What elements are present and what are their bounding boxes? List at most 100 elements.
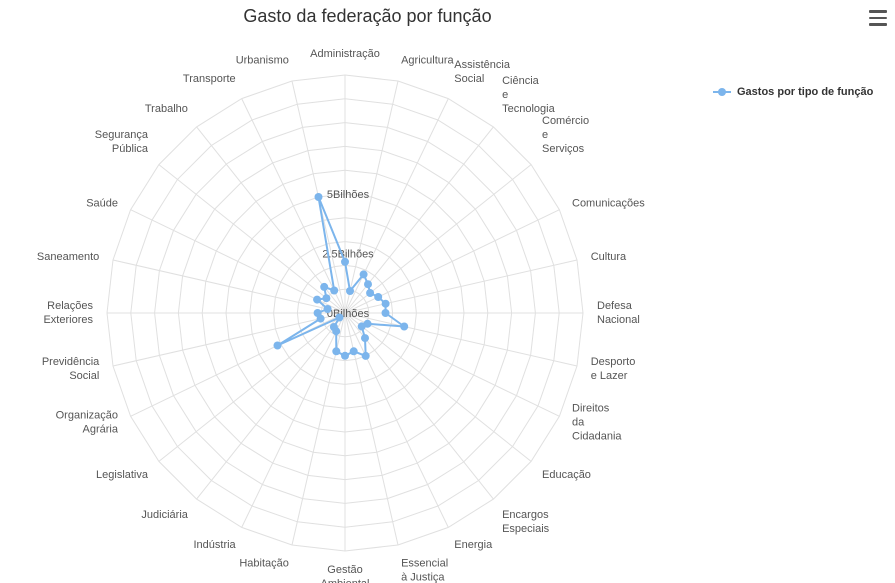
category-label-line: e	[502, 89, 508, 101]
category-label-line: Defesa	[597, 300, 633, 312]
category-label: Gestão Ambiental	[321, 564, 370, 583]
category-label: Direitos da Cidadania	[572, 402, 622, 442]
data-point[interactable]	[322, 294, 331, 303]
category-label-line: Previdência	[42, 356, 100, 368]
tick-label: 5Bilhões	[327, 189, 370, 201]
grid-spoke	[241, 312, 346, 528]
category-label: Encargos Especiais	[502, 509, 550, 535]
category-label-line: Indústria	[193, 539, 236, 551]
category-label-line: Comunicações	[572, 198, 645, 210]
category-label-line: Agrária	[83, 423, 119, 435]
category-label-line: Administração	[310, 48, 380, 60]
grid-spoke	[241, 98, 346, 314]
category-label: Urbanismo	[236, 54, 289, 66]
category-label-line: Cidadania	[572, 430, 622, 442]
data-point[interactable]	[323, 305, 332, 313]
category-label-line: Assistência	[454, 59, 511, 71]
data-point[interactable]	[381, 309, 390, 317]
category-label-line: Legislativa	[96, 469, 149, 481]
category-label: Transporte	[183, 73, 236, 85]
category-label: Judiciária	[141, 509, 188, 521]
data-point[interactable]	[364, 280, 372, 289]
data-point[interactable]	[332, 347, 341, 356]
category-label: Organização Agrária	[56, 409, 119, 435]
category-label-line: Pública	[112, 143, 149, 155]
category-label-line: Educação	[542, 469, 591, 481]
category-label-line: Habitação	[239, 558, 289, 570]
category-label-line: Especiais	[502, 523, 550, 535]
data-point[interactable]	[357, 322, 366, 331]
category-label: Desporto e Lazer	[591, 356, 636, 382]
category-label: Cultura	[591, 251, 627, 263]
category-label-line: da	[572, 416, 585, 428]
category-label: Previdência Social	[42, 356, 100, 382]
grid-spoke	[344, 80, 399, 314]
category-label-line: Organização	[56, 409, 118, 421]
grid-spoke	[344, 259, 578, 314]
category-label: Assistência Social	[454, 59, 511, 85]
data-point[interactable]	[366, 289, 375, 297]
data-point[interactable]	[359, 270, 368, 279]
data-point[interactable]	[381, 299, 390, 308]
category-label: Segurança Pública	[95, 129, 149, 155]
data-point[interactable]	[273, 341, 282, 350]
category-label-line: Trabalho	[145, 103, 188, 115]
category-label: Trabalho	[145, 103, 188, 115]
data-point[interactable]	[341, 257, 349, 266]
grid-spoke	[158, 312, 346, 462]
category-label-line: Ambiental	[321, 578, 370, 583]
category-labels: Administração Agricultura Assistência Socia…	[37, 48, 645, 583]
data-point[interactable]	[361, 334, 369, 343]
category-label-line: Tecnologia	[502, 103, 555, 115]
data-point[interactable]	[374, 293, 383, 301]
data-point[interactable]	[349, 347, 358, 356]
category-label: Saúde	[86, 198, 118, 210]
category-label-line: e Lazer	[591, 370, 628, 382]
data-point[interactable]	[313, 309, 322, 317]
category-label-line: Urbanismo	[236, 54, 289, 66]
menu-icon[interactable]	[869, 10, 887, 26]
grid-spoke	[158, 164, 346, 314]
data-point[interactable]	[320, 282, 329, 291]
data-point[interactable]	[314, 193, 323, 201]
category-label-line: Ciência	[502, 75, 540, 87]
data-point[interactable]	[400, 322, 409, 331]
data-point[interactable]	[330, 286, 339, 295]
category-label-line: Exteriores	[43, 314, 93, 326]
category-label-line: Nacional	[597, 314, 640, 326]
data-point[interactable]	[329, 323, 338, 331]
category-label: Administração	[310, 48, 380, 60]
category-label-line: Saúde	[86, 198, 118, 210]
radar-grid	[106, 74, 584, 552]
category-label-line: Transporte	[183, 73, 236, 85]
tick-label: 0Bilhões	[327, 308, 370, 320]
grid-spoke	[196, 126, 346, 314]
tick-label: 2.5Bilhões	[322, 249, 374, 261]
category-label: Ciência e Tecnologia	[502, 75, 555, 115]
category-label: Comunicações	[572, 198, 645, 210]
category-label-line: Serviços	[542, 143, 585, 155]
category-label-line: Energia	[454, 539, 493, 551]
data-point[interactable]	[341, 351, 349, 360]
grid-spoke	[344, 312, 449, 528]
grid-spoke	[196, 312, 346, 500]
category-label: Relações Exteriores	[43, 300, 93, 326]
legend-marker-icon	[713, 88, 731, 96]
category-label-line: Desporto	[591, 356, 636, 368]
category-label: Habitação	[239, 558, 289, 570]
chart-title: Gasto da federação por função	[243, 6, 492, 26]
category-label: Saneamento	[37, 251, 99, 263]
category-label-line: Gestão	[327, 564, 362, 576]
category-label-line: e	[542, 129, 548, 141]
category-label: Agricultura	[401, 54, 454, 66]
grid-spoke	[344, 312, 494, 500]
data-point[interactable]	[346, 287, 354, 295]
data-point[interactable]	[335, 313, 344, 322]
data-point[interactable]	[313, 295, 322, 304]
data-point[interactable]	[361, 351, 370, 360]
legend-item[interactable]: Gastos por tipo de função	[713, 86, 873, 98]
tick-labels: 0Bilhões 2.5Bilhões 5Bilhões	[322, 189, 374, 320]
category-label: Comércio e Serviços	[542, 115, 589, 155]
grid-spoke	[344, 312, 578, 367]
